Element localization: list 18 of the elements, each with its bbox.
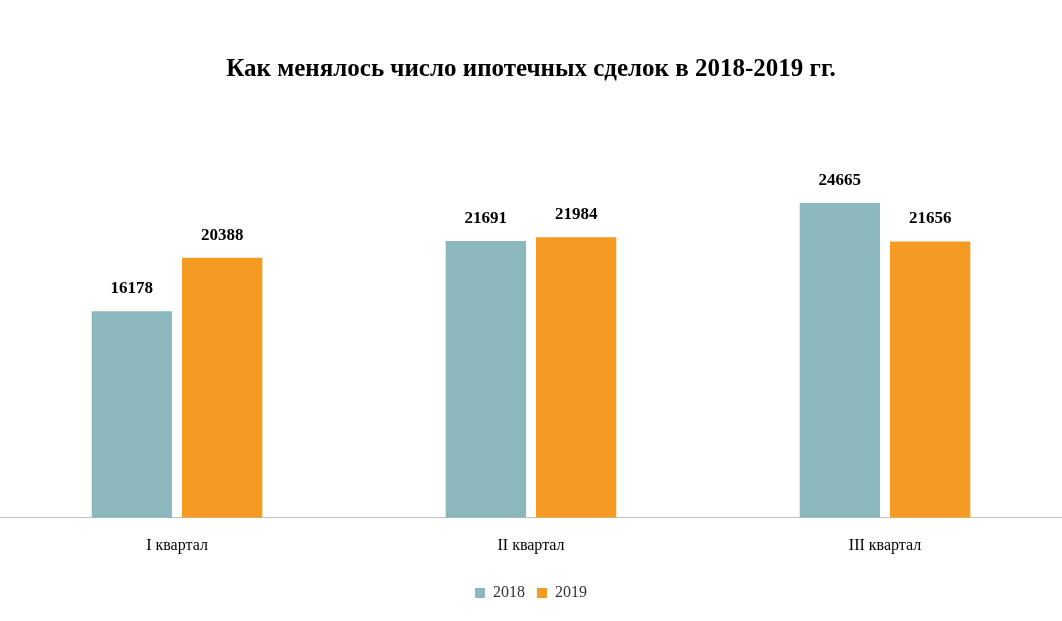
data-label: 24665 xyxy=(818,169,862,189)
legend-label: 2018 xyxy=(493,583,525,601)
data-label: 21691 xyxy=(464,207,508,227)
data-label: 21656 xyxy=(908,208,952,228)
bar xyxy=(181,257,263,518)
bar xyxy=(535,237,617,518)
bar xyxy=(889,241,971,518)
bar xyxy=(91,311,173,518)
data-label: 21984 xyxy=(554,204,598,224)
x-tick-label: I квартал xyxy=(146,535,208,554)
data-label: 16178 xyxy=(110,278,154,298)
chart-title: Как менялось число ипотечных сделок в 2018-2019 гг. xyxy=(226,54,836,82)
legend-label: 2019 xyxy=(555,583,587,601)
data-label: 20388 xyxy=(200,224,244,244)
bar xyxy=(445,241,527,518)
x-tick-label: II квартал xyxy=(497,535,565,554)
x-tick-label: III квартал xyxy=(848,535,922,554)
bar xyxy=(799,203,881,518)
